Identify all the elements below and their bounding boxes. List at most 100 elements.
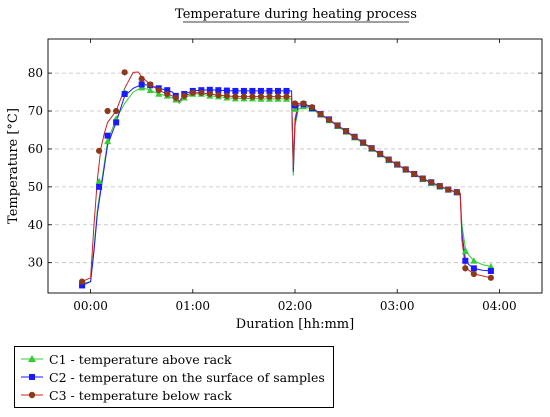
- y-tick-label: 40: [28, 218, 43, 232]
- marker-c3: [266, 93, 273, 100]
- marker-c2: [104, 132, 111, 139]
- marker-c2: [96, 183, 103, 190]
- marker-c2: [215, 87, 222, 94]
- x-tick-label: 02:00: [278, 299, 313, 313]
- marker-c2: [121, 90, 128, 97]
- plot-frame: [47, 38, 543, 294]
- marker-c2: [283, 87, 290, 94]
- marker-c1: [461, 247, 469, 255]
- marker-c3: [104, 107, 111, 115]
- marker-c3: [445, 186, 452, 193]
- marker-c3: [138, 75, 145, 82]
- marker-c3: [232, 93, 239, 100]
- x-tick-label: 01:00: [175, 299, 210, 313]
- marker-c2: [266, 87, 273, 94]
- marker-c3: [291, 100, 299, 107]
- marker-c3: [206, 90, 213, 98]
- marker-c2: [274, 87, 281, 94]
- marker-c1: [146, 86, 154, 93]
- marker-c3: [240, 93, 247, 100]
- marker-c3: [249, 93, 256, 100]
- marker-c3: [360, 139, 367, 146]
- x-tick-label: 04:00: [482, 299, 517, 313]
- marker-c2: [138, 81, 145, 88]
- marker-c2: [164, 87, 171, 94]
- y-tick-label: 70: [28, 104, 43, 118]
- y-axis-label: Temperature [°C]: [6, 108, 21, 224]
- series-lines: [81, 71, 492, 286]
- marker-c2: [223, 87, 230, 94]
- x-axis-ticks: 00:00 01:00 02:00 03:00 04:00: [73, 39, 517, 313]
- marker-c3: [96, 147, 103, 154]
- marker-c3: [189, 89, 196, 96]
- x-axis-label: Duration [hh:mm]: [236, 317, 354, 332]
- marker-c3: [257, 93, 265, 100]
- marker-c2: [79, 282, 86, 289]
- marker-c1: [291, 105, 299, 112]
- marker-c3: [181, 92, 188, 99]
- marker-c3: [428, 179, 435, 186]
- marker-c1: [155, 90, 163, 97]
- marker-c1: [470, 257, 478, 264]
- marker-c3: [351, 133, 358, 140]
- y-tick-label: 60: [28, 142, 43, 156]
- marker-c2: [257, 87, 264, 94]
- y-tick-label: 50: [28, 180, 43, 194]
- marker-c3: [411, 170, 418, 178]
- series-line-c3: [81, 71, 492, 283]
- marker-c3: [113, 107, 120, 115]
- marker-c1: [95, 177, 103, 184]
- x-tick-label: 00:00: [73, 299, 108, 313]
- marker-c3: [453, 189, 460, 196]
- marker-c3: [470, 270, 477, 278]
- marker-c2: [232, 87, 239, 94]
- legend-swatch-c3: [21, 391, 43, 399]
- y-tick-label: 30: [28, 256, 43, 270]
- marker-c3: [121, 69, 128, 76]
- x-tick-label: 03:00: [380, 299, 415, 313]
- marker-c3: [334, 122, 341, 129]
- marker-c3: [155, 87, 162, 94]
- marker-c3: [308, 104, 316, 111]
- marker-c3: [487, 274, 494, 281]
- marker-c3: [436, 182, 443, 190]
- marker-c3: [462, 265, 469, 272]
- marker-c3: [343, 128, 350, 135]
- marker-c3: [317, 110, 324, 118]
- marker-c3: [419, 175, 426, 182]
- marker-c2: [240, 87, 247, 94]
- marker-c2: [113, 119, 120, 126]
- legend-item-c1: C1 - temperature above rack: [21, 350, 327, 368]
- legend-swatch-c2: [21, 374, 43, 380]
- legend-swatch-c1: [21, 355, 43, 362]
- y-tick-label: 80: [28, 66, 43, 80]
- marker-c3: [164, 90, 171, 98]
- marker-c3: [198, 89, 205, 96]
- legend-label-c3: C3 - temperature below rack: [49, 387, 232, 403]
- marker-c3: [147, 81, 154, 88]
- marker-c3: [300, 100, 307, 107]
- marker-c3: [325, 116, 333, 123]
- marker-c2: [249, 87, 256, 94]
- y-axis-ticks: 30 40 50 60 70 80: [28, 66, 542, 270]
- legend: C1 - temperature above rack C2 - tempera…: [14, 346, 334, 408]
- marker-c3: [377, 150, 384, 157]
- marker-c2: [487, 268, 494, 275]
- marker-c3: [172, 94, 179, 101]
- marker-c3: [283, 93, 290, 100]
- marker-c3: [394, 161, 401, 168]
- marker-c3: [368, 145, 375, 152]
- marker-c3: [274, 93, 282, 100]
- marker-c2: [470, 265, 477, 272]
- marker-c1: [487, 262, 495, 270]
- marker-c3: [78, 278, 86, 285]
- marker-c3: [215, 92, 222, 99]
- legend-label-c2: C2 - temperature on the surface of sampl…: [49, 369, 325, 385]
- marker-c2: [462, 257, 469, 264]
- legend-item-c3: C3 - temperature below rack: [21, 386, 327, 404]
- marker-c3: [402, 166, 409, 173]
- marker-c3: [223, 92, 230, 99]
- legend-label-c1: C1 - temperature above rack: [49, 351, 232, 367]
- marker-c2: [206, 86, 213, 93]
